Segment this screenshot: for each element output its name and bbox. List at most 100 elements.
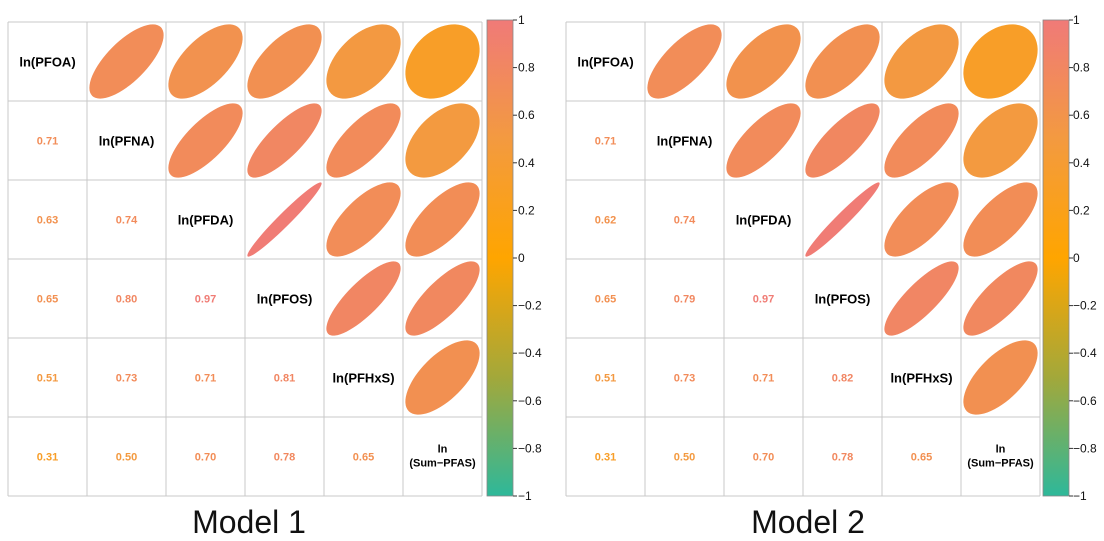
correlation-ellipse	[405, 103, 480, 178]
colorbar-tick-label: −0.6	[1073, 394, 1097, 408]
correlation-ellipse	[963, 261, 1038, 336]
correlation-value-label: 0.78	[832, 452, 853, 464]
correlation-value-label: 0.74	[116, 215, 138, 227]
correlation-value-label: 0.80	[116, 294, 137, 306]
colorbar	[486, 19, 514, 497]
correlation-value-label: 0.65	[37, 294, 58, 306]
correlation-ellipse	[247, 24, 322, 99]
correlation-ellipse	[326, 261, 401, 336]
diagonal-variable-label: ln(PFHxS)	[332, 371, 394, 386]
diagonal-variable-label: ln(PFOA)	[19, 55, 75, 70]
correlation-value-label: 0.97	[195, 294, 216, 306]
grid-lines	[7, 21, 483, 497]
colorbar-tick-label: 0	[1073, 251, 1080, 265]
colorbar-tick-label: −0.8	[518, 441, 542, 455]
diagonal-variable-label: ln(PFNA)	[657, 134, 713, 149]
colorbar-tick-label: 0.8	[518, 61, 535, 75]
correlation-ellipse	[326, 24, 401, 99]
colorbar-tick-label: 0.2	[1073, 203, 1090, 217]
correlation-value-label: 0.50	[674, 452, 695, 464]
colorbar-tick-label: 1	[1073, 13, 1080, 27]
grid-lines	[565, 21, 1041, 497]
correlation-ellipse	[726, 24, 801, 99]
correlation-ellipse	[963, 24, 1038, 99]
correlation-panel-model-1: ln(PFOA) ln(PFNA) ln(PFDA) ln(PFOS) ln(PFHxS…	[7, 13, 542, 503]
correlation-value-label: 0.82	[832, 373, 853, 385]
correlation-ellipse	[405, 182, 480, 257]
colorbar-tick-label: 0	[518, 251, 525, 265]
correlation-ellipse	[963, 340, 1038, 415]
colorbar-tick-label: 0.8	[1073, 61, 1090, 75]
correlation-value-label: 0.71	[195, 373, 216, 385]
colorbar-tick-label: −1	[1073, 489, 1087, 503]
correlation-value-label: 0.70	[753, 452, 774, 464]
diagonal-variable-label: ln(PFHxS)	[890, 371, 952, 386]
diagonal-variable-label: ln (Sum−PFAS)	[967, 444, 1034, 470]
colorbar-tick-label: 0.2	[518, 203, 535, 217]
correlation-value-label: 0.71	[595, 136, 616, 148]
correlation-value-label: 0.73	[674, 373, 695, 385]
correlation-value-label: 0.79	[674, 294, 695, 306]
correlation-ellipse	[168, 103, 243, 178]
diagonal-variable-label: ln(PFOS)	[257, 292, 313, 307]
correlation-value-label: 0.78	[274, 452, 295, 464]
correlation-ellipse	[405, 24, 480, 99]
correlation-value-label: 0.65	[595, 294, 616, 306]
correlation-ellipse	[326, 182, 401, 257]
correlation-ellipse	[884, 261, 959, 336]
colorbar-tick-label: 0.4	[518, 156, 535, 170]
correlation-value-label: 0.71	[37, 136, 58, 148]
correlation-ellipse	[247, 103, 322, 178]
correlation-value-label: 0.31	[37, 452, 58, 464]
correlation-ellipse	[405, 261, 480, 336]
correlation-panel-model-2: ln(PFOA) ln(PFNA) ln(PFDA) ln(PFOS) ln(PFHxS…	[565, 13, 1097, 503]
correlation-ellipse	[247, 182, 322, 257]
correlation-value-label: 0.65	[353, 452, 374, 464]
correlation-value-label: 0.51	[37, 373, 58, 385]
correlation-value-label: 0.50	[116, 452, 137, 464]
colorbar-tick-label: −0.4	[518, 346, 542, 360]
correlation-ellipse	[647, 24, 722, 99]
diagonal-variable-label: ln (Sum−PFAS)	[409, 444, 476, 470]
diagonal-variable-label: ln(PFOA)	[577, 55, 633, 70]
correlation-ellipse	[805, 24, 880, 99]
correlation-value-label: 0.74	[674, 215, 696, 227]
diagonal-variable-label: ln(PFNA)	[99, 134, 155, 149]
correlation-value-label: 0.51	[595, 373, 616, 385]
correlation-ellipse	[963, 103, 1038, 178]
colorbar-tick-label: 0.4	[1073, 156, 1090, 170]
correlation-ellipse	[326, 103, 401, 178]
correlation-value-label: 0.97	[753, 294, 774, 306]
correlation-ellipse	[726, 103, 801, 178]
correlation-ellipse	[805, 103, 880, 178]
colorbar-tick-label: −0.2	[518, 299, 542, 313]
correlation-ellipse	[963, 182, 1038, 257]
colorbar-tick-label: −1	[518, 489, 532, 503]
correlation-value-label: 0.73	[116, 373, 137, 385]
correlation-value-label: 0.65	[911, 452, 932, 464]
diagonal-variable-label: ln(PFDA)	[178, 213, 234, 228]
panel-title-model-2: Model 2	[751, 504, 865, 540]
correlation-value-label: 0.63	[37, 215, 58, 227]
correlation-ellipse	[89, 24, 164, 99]
colorbar-tick-label: −0.8	[1073, 441, 1097, 455]
colorbar	[1042, 19, 1070, 497]
correlation-value-label: 0.81	[274, 373, 295, 385]
colorbar-tick-label: −0.4	[1073, 346, 1097, 360]
diagonal-variable-label: ln(PFDA)	[736, 213, 792, 228]
colorbar-tick-label: −0.6	[518, 394, 542, 408]
correlation-ellipse	[884, 103, 959, 178]
colorbar-tick-label: −0.2	[1073, 299, 1097, 313]
correlation-value-label: 0.71	[753, 373, 774, 385]
colorbar-tick-label: 1	[518, 13, 525, 27]
colorbar-tick-label: 0.6	[1073, 108, 1090, 122]
correlation-value-label: 0.70	[195, 452, 216, 464]
correlation-value-label: 0.31	[595, 452, 616, 464]
correlation-ellipse	[884, 24, 959, 99]
correlation-ellipse	[405, 340, 480, 415]
diagonal-variable-label: ln(PFOS)	[815, 292, 871, 307]
colorbar-tick-label: 0.6	[518, 108, 535, 122]
correlation-ellipse	[805, 182, 880, 257]
correlation-ellipse	[168, 24, 243, 99]
